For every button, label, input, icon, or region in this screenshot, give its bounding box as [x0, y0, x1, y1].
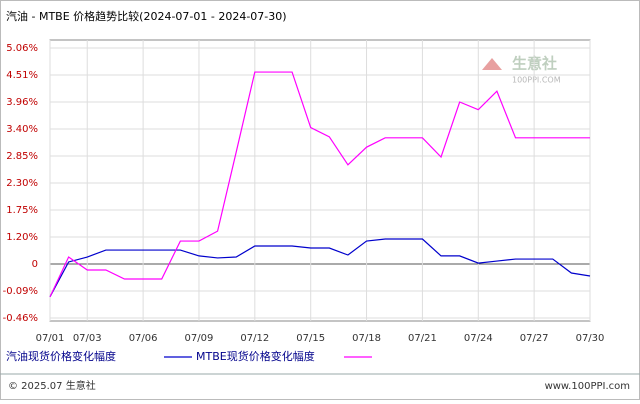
chart-title: 汽油 - MTBE 价格趋势比较(2024-07-01 - 2024-07-30… — [6, 9, 287, 23]
x-tick-label: 07/15 — [296, 333, 325, 344]
y-tick-label: -0.09% — [3, 286, 38, 297]
legend-label: MTBE现货价格变化幅度 — [196, 349, 315, 363]
y-tick-label: 2.85% — [6, 151, 38, 162]
x-tick-label: 07/09 — [185, 333, 214, 344]
x-tick-label: 07/21 — [408, 333, 437, 344]
y-tick-label: 0 — [32, 259, 38, 270]
x-tick-label: 07/12 — [240, 333, 269, 344]
y-tick-label: 3.96% — [6, 97, 38, 108]
footer-right: www.100PPI.com — [545, 381, 630, 392]
x-tick-label: 07/24 — [464, 333, 493, 344]
x-tick-label: 07/01 — [36, 333, 65, 344]
watermark-subtext: 100PPI.COM — [512, 76, 561, 85]
x-tick-label: 07/03 — [73, 333, 102, 344]
footer-left: © 2025.07 生意社 — [8, 379, 96, 392]
y-tick-label: 3.40% — [6, 124, 38, 135]
series-line — [49, 71, 590, 298]
y-tick-label: 4.51% — [6, 70, 38, 81]
y-tick-label: 2.30% — [6, 178, 38, 189]
x-tick-label: 07/18 — [352, 333, 381, 344]
watermark-icon — [482, 58, 502, 70]
x-tick-label: 07/06 — [129, 333, 158, 344]
series-line — [49, 238, 591, 298]
y-tick-label: 5.06% — [6, 43, 38, 54]
x-tick-label: 07/30 — [576, 333, 605, 344]
y-tick-label: 1.20% — [6, 232, 38, 243]
y-tick-label: 1.75% — [6, 205, 38, 216]
x-tick-label: 07/27 — [520, 333, 549, 344]
y-tick-label: -0.46% — [3, 313, 38, 324]
plot-frame — [49, 39, 591, 322]
legend-label: 汽油现货价格变化幅度 — [6, 349, 116, 363]
